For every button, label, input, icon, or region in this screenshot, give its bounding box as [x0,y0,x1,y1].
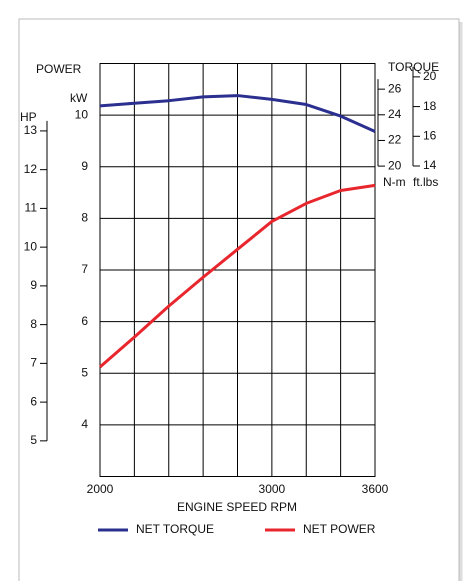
series-line [99,183,376,369]
nm-tick-label: 22 [388,133,402,147]
legend-label: NET TORQUE [136,522,214,536]
ftlb-tick-label: 20 [423,69,437,83]
nm-tick-label: 24 [388,107,402,121]
ftlb-label: ft.lbs [413,175,438,189]
hp-tick-label: 11 [25,201,38,215]
nm-tick-label: 20 [388,158,402,172]
torque-label: TORQUE [388,60,439,74]
hp-tick-label: 9 [30,278,37,292]
x-axis-label: ENGINE SPEED RPM [177,500,297,514]
hp-tick-label: 5 [30,433,37,447]
hp-label: HP [20,110,37,124]
ftlb-tick-label: 16 [423,128,437,142]
y-tick-label: 9 [81,159,88,173]
hp-tick-label: 13 [24,123,38,137]
y-tick-label: 8 [81,211,88,225]
y-tick-label: 4 [81,417,88,431]
plot-frame [99,63,376,477]
nm-tick-label: 26 [388,81,402,95]
x-tick-label: 3000 [259,482,286,496]
y-tick-label: 5 [81,365,88,379]
series-line [99,94,376,133]
y-tick-label: 6 [81,314,88,328]
x-tick-label: 2000 [87,482,114,496]
hp-tick-label: 12 [24,162,38,176]
ftlb-tick-label: 18 [423,99,437,113]
hp-tick-label: 7 [30,356,37,370]
hp-tick-label: 6 [30,394,37,408]
ftlb-tick-label: 14 [423,158,437,172]
power-label: POWER [36,62,82,76]
legend-label: NET POWER [303,522,376,536]
y-tick-label: 10 [75,107,89,121]
card-frame [18,18,460,581]
hp-tick-label: 10 [24,239,38,253]
nm-label: N-m [383,175,406,189]
x-tick-label: 3600 [362,482,389,496]
kw-label: kW [70,91,88,105]
hp-tick-label: 8 [30,317,37,331]
y-tick-label: 7 [81,262,88,276]
